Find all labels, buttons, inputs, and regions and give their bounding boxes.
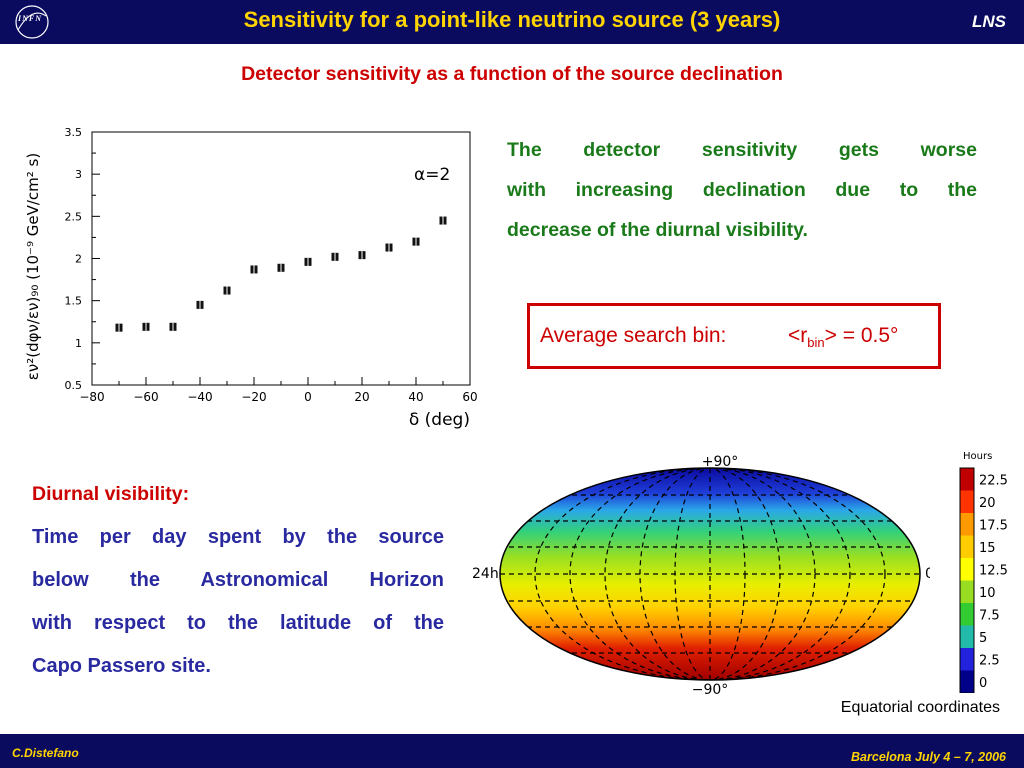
slide-title: Sensitivity for a point-like neutrino so…: [243, 7, 781, 32]
colorbar-segment: [960, 670, 974, 693]
colorbar-label: 20: [979, 496, 996, 511]
y-tick-label: 1: [75, 337, 82, 350]
colorbar-segment: [960, 648, 974, 671]
x-tick-label: 20: [354, 390, 369, 404]
colorbar-segment: [960, 603, 974, 626]
bin-value-prefix: <r: [788, 324, 808, 347]
x-tick-label: −80: [79, 390, 104, 404]
sensitivity-chart: −80 −60 −40 −20 0 20 40 60 0.5 1 1.5 2 2.5 3 3.5 δ (deg…: [24, 126, 478, 430]
y-axis-label: εν²(dφν/εν)₉₀ (10⁻⁹ GeV/cm² s): [24, 153, 42, 380]
colorbar-label: 12.5: [979, 563, 1008, 578]
colorbar-label: 7.5: [979, 608, 1000, 623]
x-axis-label: δ (deg): [409, 410, 470, 430]
x-tick-label: −20: [241, 390, 266, 404]
explanation-line-2: with increasing declination due to the: [507, 179, 977, 201]
bin-value-suffix: > = 0.5°: [824, 324, 899, 347]
colorbar-segment: [960, 468, 974, 491]
colorbar-segment: [960, 535, 974, 558]
colorbar-label: 2.5: [979, 653, 1000, 668]
skymap-caption: Equatorial coordinates: [840, 699, 1000, 716]
search-bin-box: Average search bin: <rbin> = 0.5°: [527, 303, 941, 369]
hours-colorbar: Hours 22.5 20 17.5 15 12.5 10 7.5 5 2.5 0: [959, 451, 1008, 693]
sky-left-label: 24h: [472, 566, 499, 582]
diurnal-description: Time per day spent by the source below t…: [32, 516, 444, 688]
diurnal-line-4: Capo Passero site.: [32, 655, 211, 677]
colorbar-segment: [960, 625, 974, 648]
colorbar-segment: [960, 513, 974, 536]
colorbar-label: 10: [979, 586, 996, 601]
diurnal-line-1: Time per day spent by the source: [32, 526, 444, 548]
sky-top-label: +90°: [702, 454, 739, 470]
search-bin-value: <rbin> = 0.5°: [788, 324, 898, 350]
diurnal-title: Diurnal visibility:: [32, 483, 190, 505]
lns-label: LNS: [972, 12, 1006, 31]
infn-logo: [15, 5, 49, 39]
y-tick-label: 0.5: [65, 379, 83, 392]
colorbar-segment: [960, 490, 974, 513]
x-tick-label: 60: [462, 390, 477, 404]
x-tick-label: −40: [187, 390, 212, 404]
bin-value-sub: bin: [807, 335, 825, 351]
explanation-line-3: decrease of the diurnal visibility.: [507, 219, 808, 241]
explanation-line-1: The detector sensitivity gets worse: [507, 139, 977, 161]
diurnal-line-2: below the Astronomical Horizon: [32, 569, 444, 591]
colorbar-segment: [960, 580, 974, 603]
colorbar-label: 5: [979, 631, 987, 646]
x-tick-label: 40: [408, 390, 423, 404]
colorbar-title: Hours: [963, 451, 992, 462]
sensitivity-explanation: The detector sensitivity gets worse with…: [507, 130, 977, 250]
logo-text: INFN: [18, 14, 43, 23]
alpha-annotation: α=2: [414, 165, 450, 185]
header-bar: INFN Sensitivity for a point-like neutri…: [0, 0, 1024, 44]
slide-subtitle: Detector sensitivity as a function of th…: [241, 63, 783, 85]
sky-right-label: 0h: [925, 566, 930, 582]
sky-bottom-label: −90°: [692, 682, 729, 698]
footer-author: C.Distefano: [12, 746, 79, 760]
colorbar-label: 0: [979, 676, 987, 691]
sky-map: +90° −90° 24h 0h: [472, 454, 930, 698]
colorbar-label: 22.5: [979, 473, 1008, 488]
colorbar-frame: [959, 467, 975, 693]
y-tick-label: 2.5: [65, 210, 83, 223]
diurnal-line-3: with respect to the latitude of the: [32, 612, 444, 634]
footer-bar: C.Distefano Barcelona July 4 – 7, 2006: [0, 734, 1024, 768]
y-tick-label: 2: [75, 253, 82, 266]
colorbar-label: 15: [979, 541, 996, 556]
y-tick-label: 3.5: [65, 126, 83, 139]
footer-event: Barcelona July 4 – 7, 2006: [851, 750, 1006, 764]
x-tick-label: −60: [133, 390, 158, 404]
search-bin-label: Average search bin:: [540, 324, 727, 347]
y-tick-label: 3: [75, 168, 82, 181]
x-tick-label: 0: [304, 390, 312, 404]
colorbar-label: 17.5: [979, 518, 1008, 533]
colorbar-segment: [960, 558, 974, 581]
y-tick-label: 1.5: [65, 295, 83, 308]
